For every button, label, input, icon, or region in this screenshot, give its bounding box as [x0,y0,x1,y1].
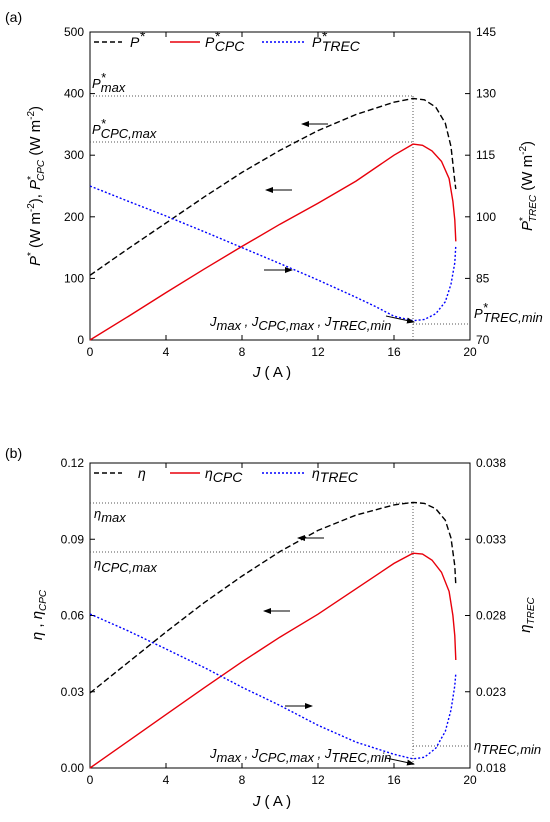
y-left-tick-label: 0.09 [61,532,85,546]
panel-a-x-ticks: 0 4 8 12 16 20 [87,32,477,359]
x-tick-label: 4 [163,773,170,787]
panel-a-left-ticks: 0 100 200 300 400 500 [64,25,95,347]
panel-a-pmax-annotation: P* max [92,70,126,95]
legend-ptrec-label: P* TREC [312,28,361,54]
panel-a-legend: P* P* CPC P* TREC [94,28,361,54]
panel-b-curves [89,501,457,769]
panel-b: (b) 0 4 8 12 16 20 0.00 0.03 0.06 0.09 0.12 0.018… [5,445,541,810]
panel-a-ptrecmin-annotation: P* TREC,min [474,300,543,325]
x-tick-label: 0 [87,345,94,359]
legend-etacpc-label: ηCPC [205,465,243,485]
x-tick-label: 16 [387,773,401,787]
y-right-tick-label: 115 [476,148,495,162]
series-line-a-0 [89,97,457,276]
y-right-tick-label: 0.018 [476,761,506,775]
series-line-a-2 [89,185,457,322]
panel-a-x-axis-title: J ( A ) [252,364,291,381]
legend-etatrec-label: ηTREC [312,465,359,485]
y-right-tick-label: 85 [476,271,490,285]
panel-b-label: (b) [5,445,22,461]
x-tick-label: 4 [163,345,170,359]
panel-b-arrow-jmax [385,757,415,766]
y-right-tick-label: 0.028 [476,609,506,623]
y-left-tick-label: 500 [64,25,84,39]
panel-a-curves [89,97,457,341]
panel-b-etacpcmax-annotation: ηCPC,max [94,556,157,575]
y-left-tick-label: 0.06 [61,609,85,623]
panel-a-jmax-annotation: Jmax , JCPC,max , JTREC,min [209,314,391,333]
panel-b-etamax-annotation: ηmax [94,506,126,525]
panel-a-left-axis-title: P* (W m-2), P*CPC (W m-2) [26,106,47,266]
y-left-tick-label: 0.12 [61,456,85,470]
series-line-b-0 [89,501,457,694]
y-right-tick-label: 100 [476,210,496,224]
panel-b-right-ticks: 0.018 0.023 0.028 0.033 0.038 [465,456,506,775]
series-line-b-2 [89,613,457,760]
x-tick-label: 8 [239,773,246,787]
y-left-tick-label: 0.03 [61,685,85,699]
y-right-tick-label: 145 [476,25,496,39]
panel-a-right-ticks: 70 85 100 115 130 145 [465,25,496,347]
y-right-tick-label: 0.023 [476,685,506,699]
x-tick-label: 12 [311,773,325,787]
panel-b-etatrecmin-annotation: ηTREC,min [474,738,541,757]
panel-b-legend: η ηCPC ηTREC [94,465,359,485]
y-left-tick-label: 300 [64,148,84,162]
panel-b-right-axis-title: ηTREC [517,596,537,632]
y-left-tick-label: 100 [64,271,84,285]
x-tick-label: 20 [463,345,477,359]
panel-b-jmax-annotation: Jmax , JCPC,max , JTREC,min [209,746,391,765]
x-tick-label: 20 [463,773,477,787]
y-right-tick-label: 130 [476,87,496,101]
y-right-tick-label: 70 [476,333,490,347]
y-right-tick-label: 0.033 [476,532,506,546]
y-left-tick-label: 400 [64,87,84,101]
panel-b-left-axis-title: η , ηCPC [29,589,49,640]
panel-b-x-axis-title: J ( A ) [252,793,291,810]
x-tick-label: 16 [387,345,401,359]
legend-pcpc-label: P* CPC [205,28,245,54]
x-tick-label: 0 [87,773,94,787]
x-tick-label: 12 [311,345,325,359]
panel-b-left-ticks: 0.00 0.03 0.06 0.09 0.12 [61,456,95,775]
y-left-tick-label: 200 [64,210,84,224]
series-line-b-1 [89,552,457,769]
panel-a: (a) 0 4 8 12 16 20 0 100 200 300 400 500 70 85 100 11… [5,9,543,381]
panel-a-arrow-jmax [385,315,415,324]
y-right-tick-label: 0.038 [476,456,506,470]
legend-eta-label: η [138,465,146,481]
series-line-a-1 [89,143,457,341]
y-left-tick-label: 0 [77,333,84,347]
panel-a-label: (a) [5,9,22,25]
panel-a-pcpcmax-annotation: P* CPC,max [92,116,157,141]
panel-a-right-axis-title: P*TREC (W m-2) [518,141,539,231]
x-tick-label: 8 [239,345,246,359]
y-left-tick-label: 0.00 [61,761,85,775]
panel-b-x-ticks: 0 4 8 12 16 20 [87,463,477,787]
legend-p-label: P* [130,28,145,50]
